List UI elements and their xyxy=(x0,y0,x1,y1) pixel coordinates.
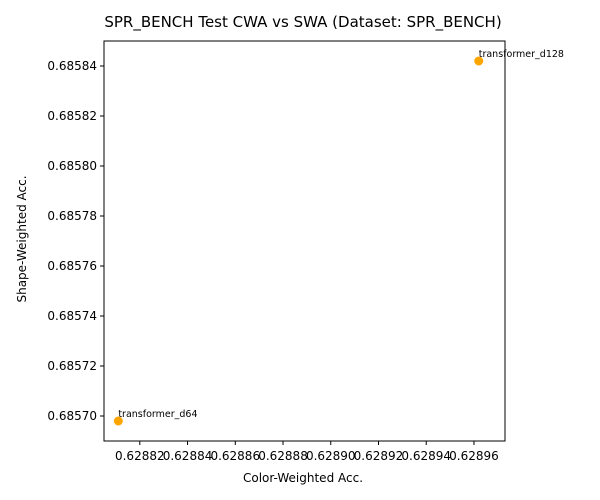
data-points: transformer_d64 transformer_d128 xyxy=(113,49,564,426)
data-point xyxy=(113,416,123,426)
y-tick-label: 0.68574 xyxy=(47,309,97,323)
chart-title: SPR_BENCH Test CWA vs SWA (Dataset: SPR_… xyxy=(104,13,501,32)
x-axis-label: Color-Weighted Acc. xyxy=(243,471,363,485)
x-tick-label: 0.62884 xyxy=(163,449,213,463)
x-tick-label: 0.62882 xyxy=(115,449,165,463)
plot-area xyxy=(103,40,506,442)
plot-frame xyxy=(103,40,506,442)
x-tick-label: 0.62886 xyxy=(210,449,260,463)
x-tick-label: 0.62894 xyxy=(401,449,451,463)
point-annotation: transformer_d128 xyxy=(479,49,564,60)
y-axis-label: Shape-Weighted Acc. xyxy=(15,175,29,302)
x-axis-ticks: 0.628820.628840.628860.628880.628900.628… xyxy=(115,441,499,463)
data-point xyxy=(474,56,484,66)
y-tick-label: 0.68572 xyxy=(47,359,97,373)
y-tick-label: 0.68582 xyxy=(47,109,97,123)
x-tick-label: 0.62896 xyxy=(449,449,499,463)
x-tick-label: 0.62892 xyxy=(354,449,404,463)
y-tick-label: 0.68580 xyxy=(47,159,97,173)
x-tick-label: 0.62890 xyxy=(306,449,356,463)
y-tick-label: 0.68576 xyxy=(47,259,97,273)
y-tick-label: 0.68570 xyxy=(47,409,97,423)
y-axis-ticks: 0.68570 0.68572 0.68574 0.68576 0.68578 0.685… xyxy=(47,59,104,423)
point-annotation: transformer_d64 xyxy=(118,409,197,420)
y-tick-label: 0.68584 xyxy=(47,59,97,73)
x-tick-label: 0.62888 xyxy=(258,449,308,463)
y-tick-label: 0.68578 xyxy=(47,209,97,223)
